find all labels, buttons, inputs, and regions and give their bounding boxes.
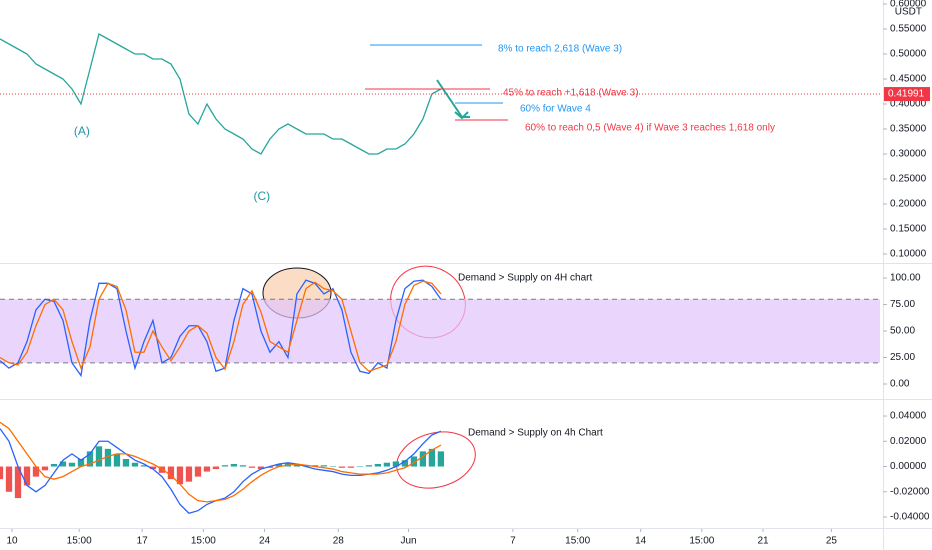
level-label: 8% to reach 2,618 (Wave 3) [498, 44, 622, 55]
histogram-bar [77, 458, 85, 467]
histogram-bar [293, 464, 301, 467]
histogram-bar [419, 451, 427, 467]
y-tick-label: 0.50000 [890, 49, 927, 60]
x-tick-label: 10 [6, 536, 18, 547]
histogram-bar [104, 448, 112, 467]
histogram-bar [392, 461, 400, 467]
histogram-bar [356, 466, 364, 468]
y-tick-label: 0.00000 [890, 461, 927, 472]
histogram-bar [41, 466, 49, 471]
series-line [0, 280, 442, 373]
wave-arrow [436, 79, 470, 118]
histogram-bar [68, 462, 76, 467]
y-tick-label: 50.00 [890, 326, 915, 337]
histogram-bar [365, 465, 373, 467]
x-tick-label: 17 [137, 536, 149, 547]
histogram-bar [113, 453, 121, 467]
annotation: Demand > Supply on 4h Chart [468, 428, 603, 439]
histogram-bar [167, 466, 175, 480]
histogram-bar [428, 448, 436, 467]
histogram-bar [212, 466, 220, 470]
histogram-bar [338, 466, 346, 468]
histogram-bar [14, 466, 22, 499]
histogram-bar [329, 466, 337, 468]
histogram-bar [320, 465, 328, 467]
y-tick-label: 0.45000 [890, 74, 927, 85]
y-tick-label: 0.15000 [890, 224, 927, 235]
y-tick-label: 0.25000 [890, 174, 927, 185]
histogram-bar [50, 464, 58, 467]
y-tick-label: 0.00 [890, 379, 910, 390]
histogram-bar [374, 464, 382, 467]
histogram-bar [383, 462, 391, 467]
y-tick-label: 0.55000 [890, 24, 927, 35]
last-price-label: 0.41991 [888, 89, 925, 100]
x-tick-label: 15:00 [191, 536, 216, 547]
histogram-bar [221, 465, 229, 467]
histogram-bar [32, 466, 40, 477]
y-tick-label: -0.04000 [890, 512, 930, 523]
histogram-bar [149, 466, 157, 470]
histogram-bar [185, 466, 193, 482]
y-tick-label: 0.10000 [890, 249, 927, 260]
currency-unit: USDT [895, 7, 922, 18]
x-tick-label: 7 [510, 536, 516, 547]
y-tick-label: 0.35000 [890, 124, 927, 135]
x-tick-label: 28 [333, 536, 345, 547]
series-line [0, 33, 442, 155]
y-tick-label: 100.00 [890, 273, 921, 284]
y-tick-label: 0.02000 [890, 436, 927, 447]
histogram-bar [239, 465, 247, 467]
histogram-bar [122, 458, 130, 467]
histogram-bar [0, 466, 4, 480]
histogram-bar [203, 466, 211, 472]
x-tick-label: Jun [400, 536, 416, 547]
arrow-head [454, 111, 469, 120]
y-tick-label: 25.00 [890, 352, 915, 363]
histogram-bar [347, 466, 355, 468]
y-tick-label: 75.00 [890, 299, 915, 310]
histogram-bar [194, 466, 202, 477]
histogram-bar [230, 464, 238, 467]
last-price-tag [884, 87, 930, 102]
histogram-bar [410, 456, 418, 467]
level-label: 60% to reach 0,5 (Wave 4) if Wave 3 reac… [525, 123, 775, 134]
x-tick-label: 14 [635, 536, 647, 547]
series-line [0, 421, 442, 503]
histogram-bar [257, 466, 265, 470]
y-tick-label: 0.20000 [890, 199, 927, 210]
x-tick-label: 24 [259, 536, 271, 547]
histogram-bar [140, 465, 148, 467]
level-label: 60% for Wave 4 [520, 104, 591, 115]
histogram-bar [5, 466, 13, 492]
stoch-band [0, 299, 880, 363]
histogram-bar [95, 446, 103, 467]
level-label: 45% to reach +1,618 (Wave 3) [503, 88, 639, 99]
histogram-bar [275, 464, 283, 467]
y-tick-label: -0.02000 [890, 486, 930, 497]
histogram-bar [23, 466, 31, 486]
annotation: Demand > Supply on 4H chart [458, 273, 592, 284]
series-line [0, 279, 442, 378]
y-tick-label: 0.60000 [890, 0, 927, 10]
wave-label: (C) [254, 189, 271, 203]
histogram-bar [59, 461, 67, 467]
x-tick-label: 15:00 [689, 536, 714, 547]
y-tick-label: 0.04000 [890, 411, 927, 422]
histogram-bar [437, 451, 445, 467]
histogram-bar [86, 451, 94, 467]
histogram-bar [248, 466, 256, 468]
x-tick-label: 15:00 [565, 536, 590, 547]
x-tick-label: 15:00 [67, 536, 92, 547]
y-tick-label: 0.30000 [890, 149, 927, 160]
x-tick-label: 25 [826, 536, 838, 547]
y-tick-label: 0.40000 [890, 99, 927, 110]
histogram-bar [131, 462, 139, 467]
histogram-bar [401, 460, 409, 467]
x-tick-label: 21 [757, 536, 769, 547]
histogram-bar [176, 466, 184, 485]
wave-label: (A) [74, 124, 90, 138]
